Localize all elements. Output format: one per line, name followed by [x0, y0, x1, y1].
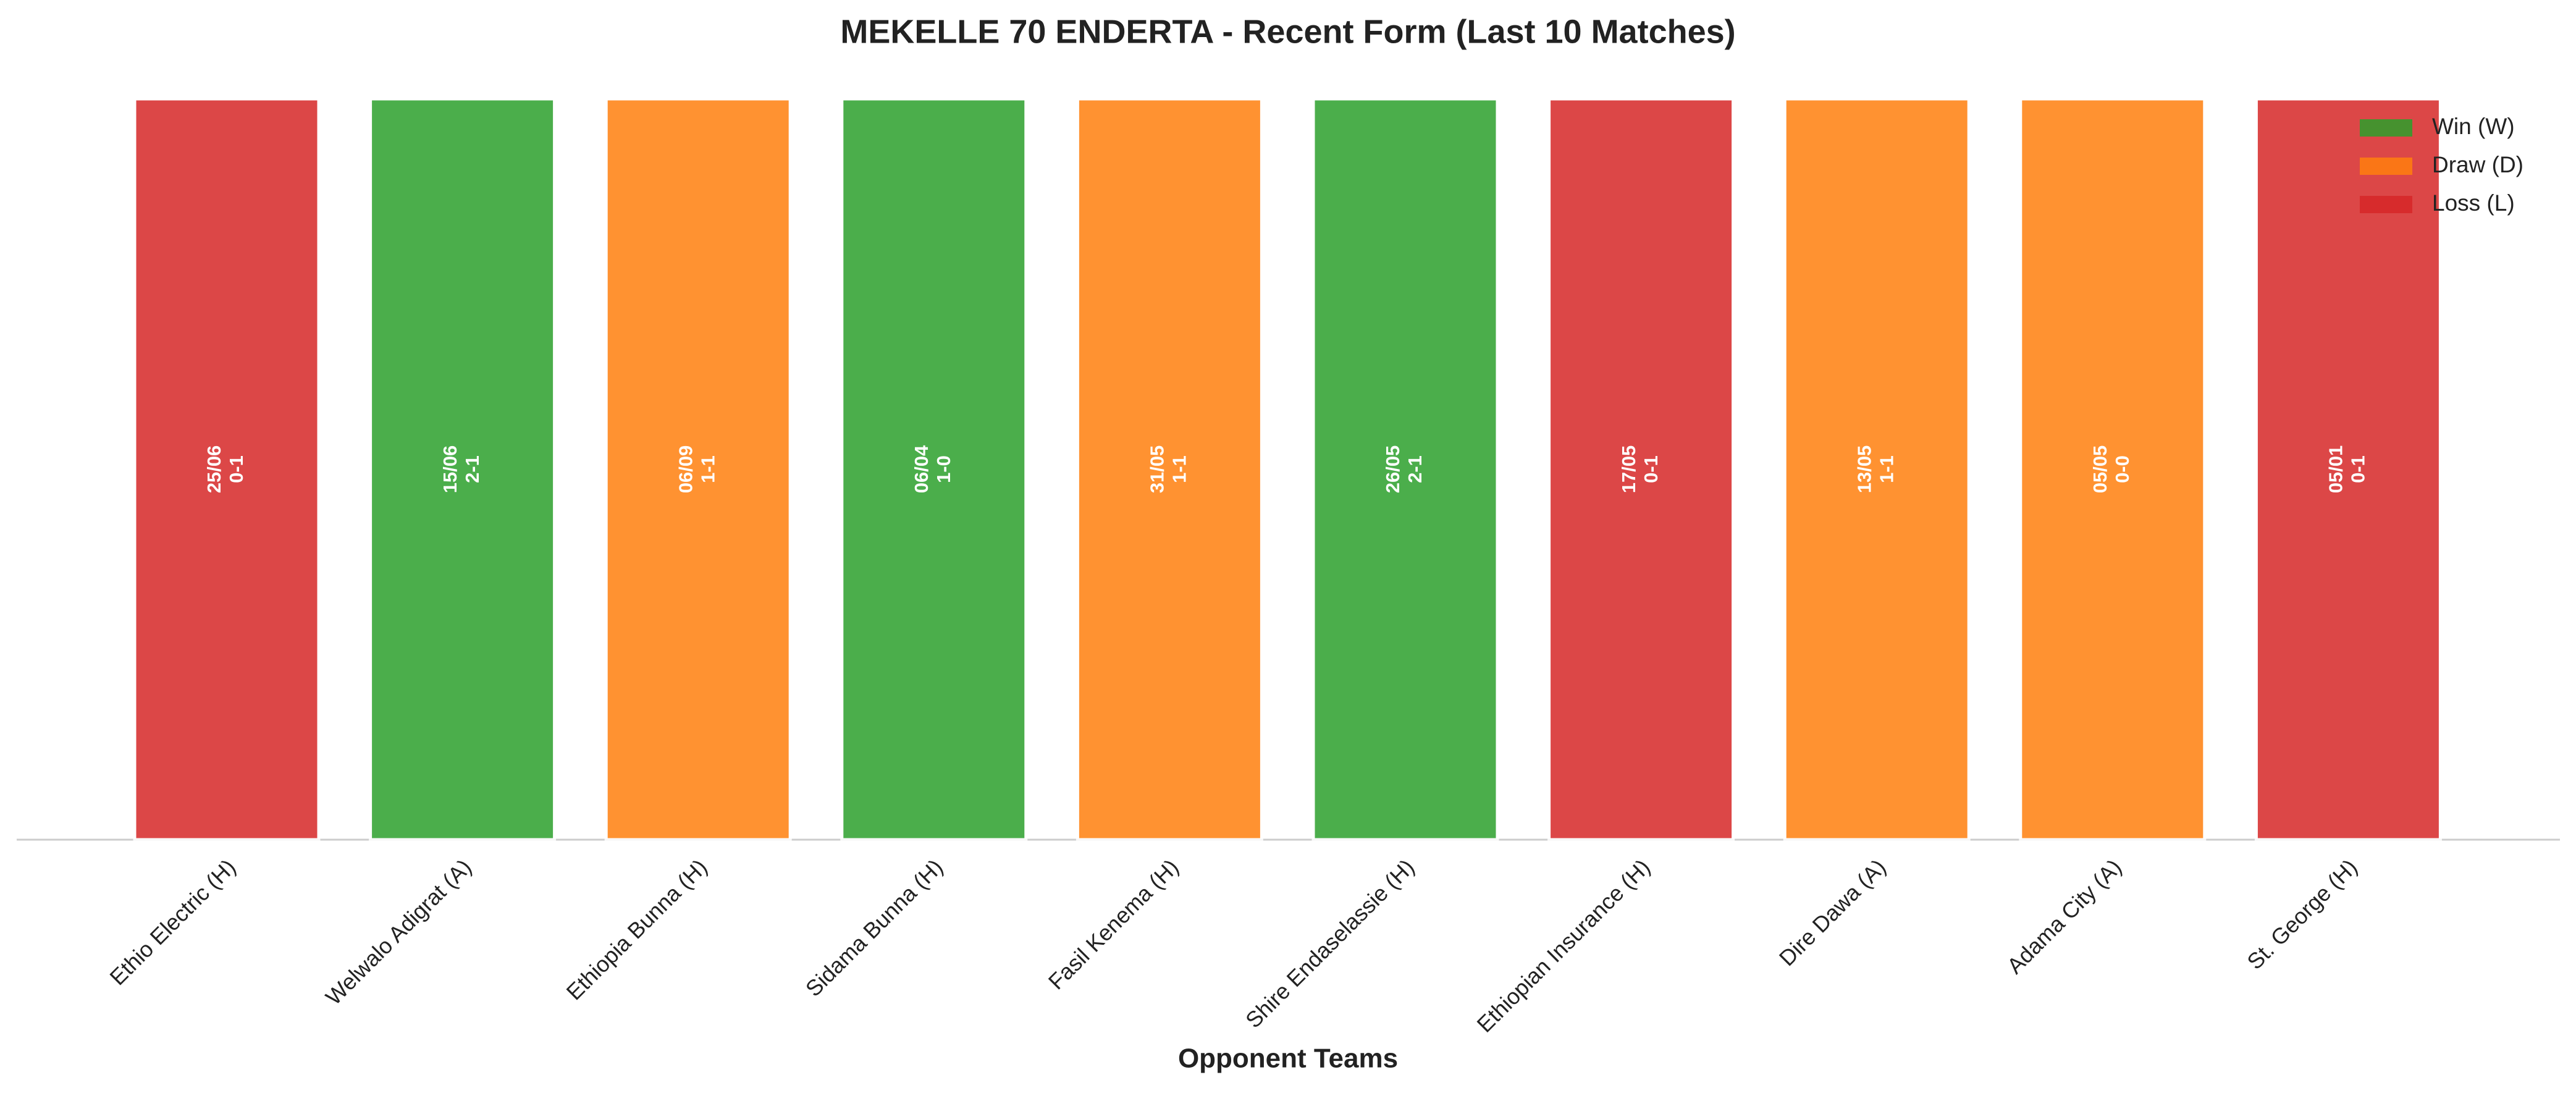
legend-swatch — [2360, 119, 2412, 137]
bar — [1311, 97, 1499, 842]
bar-date-label: 15/06 — [439, 445, 461, 494]
bar-score-label: 1-0 — [933, 455, 954, 483]
bar-date-label: 06/09 — [675, 445, 696, 494]
chart-title: MEKELLE 70 ENDERTA - Recent Form (Last 1… — [840, 13, 1735, 50]
bar — [2019, 97, 2207, 842]
bar-date-label: 05/01 — [2325, 445, 2347, 494]
bar — [1075, 97, 1263, 842]
legend-swatch — [2360, 196, 2412, 213]
bar — [840, 97, 1028, 842]
bar-score-label: 1-1 — [697, 455, 718, 483]
bar — [2254, 97, 2442, 842]
bar-score-label: 0-1 — [1640, 455, 1662, 483]
bar-date-label: 17/05 — [1618, 445, 1639, 494]
bar — [133, 97, 321, 842]
legend-swatch — [2360, 158, 2412, 175]
bar-date-label: 06/04 — [911, 445, 932, 493]
bar-score-label: 0-1 — [225, 455, 247, 483]
bar-date-label: 25/06 — [203, 445, 225, 494]
x-axis-label: Opponent Teams — [1178, 1044, 1398, 1074]
bar-score-label: 2-1 — [1404, 455, 1426, 483]
legend-label: Draw (D) — [2432, 152, 2523, 177]
bar — [604, 97, 792, 842]
legend-label: Win (W) — [2432, 114, 2515, 139]
bar-date-label: 05/05 — [2089, 445, 2111, 494]
bar-score-label: 1-1 — [1875, 455, 1897, 483]
legend-label: Loss (L) — [2432, 190, 2515, 216]
bar-date-label: 31/05 — [1147, 445, 1168, 494]
bar — [1547, 97, 1735, 842]
bar — [1783, 97, 1971, 842]
bar-score-label: 1-1 — [1169, 455, 1190, 483]
bar-date-label: 26/05 — [1382, 445, 1404, 494]
bar-score-label: 0-0 — [2111, 455, 2133, 483]
bar-date-label: 13/05 — [1853, 445, 1875, 494]
bar-score-label: 0-1 — [2347, 455, 2369, 483]
bar — [369, 97, 557, 842]
bar-score-label: 2-1 — [461, 455, 483, 483]
